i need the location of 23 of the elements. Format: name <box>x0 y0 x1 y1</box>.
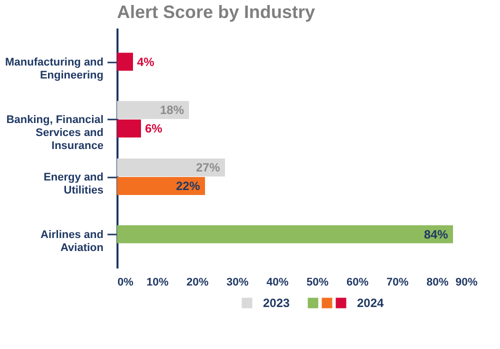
x-tick-label: 50% <box>306 276 329 288</box>
x-tick-label: 20% <box>186 276 209 288</box>
legend-label: 2024 <box>357 296 384 310</box>
x-tick-label: 80% <box>426 276 449 288</box>
data-label: 4% <box>137 54 155 69</box>
x-tick-label: 30% <box>226 276 249 288</box>
x-tick-label: 40% <box>266 276 289 288</box>
y-tick-label: Banking, Financial Services and Insurance <box>6 114 104 152</box>
chart-title: Alert Score by Industry <box>117 2 316 22</box>
y-tick-label: Energy and Utilities <box>44 171 104 196</box>
data-label: 6% <box>145 121 163 136</box>
legend-label: 2023 <box>263 296 290 310</box>
x-tick-label: 90% <box>455 276 478 288</box>
data-label: 84% <box>424 227 448 242</box>
x-tick-label: 0% <box>118 276 134 288</box>
data-label: 27% <box>196 160 220 175</box>
x-tick-label: 10% <box>146 276 169 288</box>
x-tick-label: 60% <box>346 276 369 288</box>
data-label: 18% <box>160 103 184 118</box>
x-tick-label: 70% <box>386 276 409 288</box>
data-label: 22% <box>176 178 200 193</box>
y-tick-label: Manufacturing and Engineering <box>5 56 104 82</box>
y-tick-label: Airlines and Aviation <box>40 228 104 254</box>
